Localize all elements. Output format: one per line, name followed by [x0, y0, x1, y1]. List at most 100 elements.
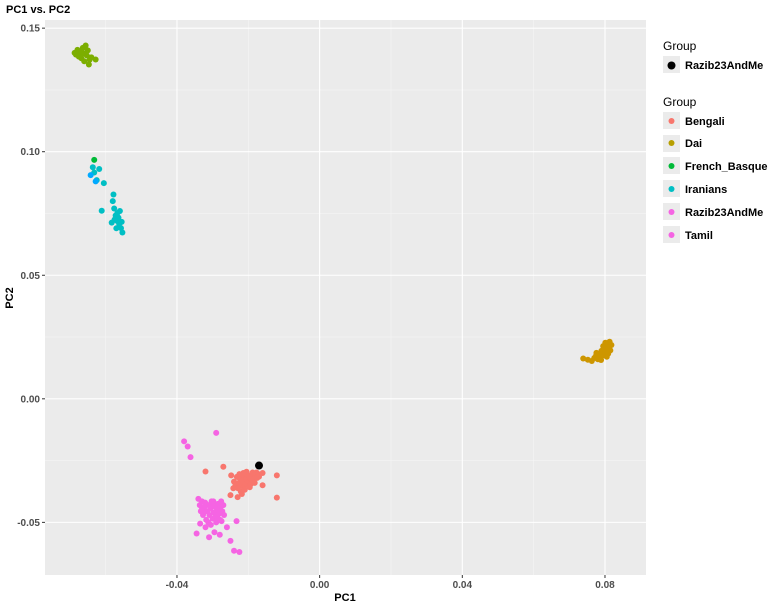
scatter-point-french-basque	[83, 52, 90, 59]
scatter-point-bengali	[220, 463, 227, 470]
scatter-point-tamil	[211, 529, 218, 536]
scatter-point-bengali	[241, 486, 248, 493]
major-gridlines	[45, 20, 646, 575]
legend-label-tamil: Tamil	[685, 230, 713, 242]
scatter-point-bengali	[230, 485, 237, 492]
y-tick-label: 0.00	[21, 394, 41, 405]
scatter-point-iranians	[110, 191, 117, 198]
scatter-point-bengali	[256, 473, 263, 480]
legend-key-razib-pink	[668, 209, 675, 215]
y-tick-label: -0.05	[17, 518, 40, 529]
scatter-point-dai	[598, 357, 605, 364]
scatter-point-tamil	[208, 502, 215, 509]
scatter-point-iranians	[114, 209, 121, 216]
scatter-point-iranians-blue	[92, 178, 99, 185]
scatter-point-bengali	[246, 484, 253, 491]
scatter-point-dai	[603, 353, 610, 360]
scatter-point-tamil	[223, 524, 230, 531]
x-axis-ticks: -0.04 0.00 0.04 0.08	[166, 575, 615, 591]
legend-key-iranians	[668, 186, 675, 192]
scatter-point-tamil	[217, 516, 224, 523]
scatter-point-iranians	[100, 180, 107, 187]
x-tick-label: 0.00	[310, 580, 330, 591]
chart-title: PC1 vs. PC2	[6, 4, 70, 16]
legend-label-razib-black: Razib23AndMe	[685, 60, 763, 72]
x-tick-label: 0.04	[453, 580, 473, 591]
legend-key-razib-black	[667, 61, 676, 70]
scatter-point-french-basque	[92, 56, 99, 63]
legend-key-french-basque	[668, 163, 675, 169]
scatter-point-french-basque	[85, 61, 92, 68]
y-axis-ticks: -0.05 0.00 0.05 0.10 0.15	[17, 24, 45, 529]
data-points	[71, 42, 615, 556]
scatter-point-tamil	[197, 520, 204, 527]
y-tick-label: 0.10	[21, 147, 41, 158]
plot-panel	[45, 20, 646, 575]
scatter-point-tamil	[205, 519, 212, 526]
scatter-point-tamil	[202, 524, 209, 531]
scatter-point-french-basque-green	[91, 156, 98, 163]
scatter-point-bengali	[240, 469, 247, 476]
scatter-point-bengali	[249, 469, 256, 476]
x-axis-title: PC1	[334, 592, 355, 604]
scatter-point-dai	[606, 338, 613, 345]
scatter-point-iranians	[111, 216, 118, 223]
legend-label-dai: Dai	[685, 138, 702, 150]
legend-key-tamil	[668, 232, 675, 238]
scatter-point-bengali	[228, 472, 235, 479]
scatter-point-iranians	[113, 225, 120, 232]
y-tick-label: 0.05	[21, 271, 41, 282]
scatter-point-iranians	[96, 166, 103, 173]
x-tick-label: 0.08	[595, 580, 615, 591]
legend-label-razib-pink: Razib23AndMe	[685, 207, 763, 219]
scatter-point-french-basque	[81, 58, 88, 65]
scatter-point-tamil	[187, 454, 194, 461]
scatter-point-tamil	[216, 531, 223, 538]
scatter-point-iranians	[111, 205, 118, 212]
y-axis-title: PC2	[4, 287, 16, 308]
scatter-point-iranians	[89, 164, 96, 171]
scatter-point-iranians	[119, 229, 126, 236]
scatter-point-bengali	[273, 494, 280, 501]
scatter-point-bengali	[227, 492, 234, 499]
scatter-point-tamil	[213, 429, 220, 436]
scatter-point-tamil	[198, 504, 205, 511]
scatter-point-bengali	[259, 482, 266, 489]
legend: Group Razib23AndMe Group Bengali Dai Fre…	[663, 39, 768, 243]
scatter-point-bengali	[234, 494, 241, 501]
scatter-point-iranians	[118, 218, 125, 225]
scatter-point-bengali	[259, 469, 266, 476]
scatter-point-tamil	[231, 547, 238, 554]
scatter-point-dai	[580, 355, 587, 362]
scatter-point-razib23andme	[255, 461, 264, 470]
scatter-point-tamil	[236, 549, 243, 556]
legend-key-bengali	[668, 118, 675, 124]
scatter-point-iranians-blue	[87, 172, 94, 179]
scatter-point-tamil	[221, 511, 228, 518]
legend-label-bengali: Bengali	[685, 116, 725, 128]
scatter-point-dai	[593, 349, 600, 356]
legend-label-french-basque: French_Basque	[685, 161, 768, 173]
scatter-point-bengali	[238, 490, 245, 497]
scatter-point-tamil	[233, 518, 240, 525]
legend-key-dai	[668, 140, 675, 146]
legend-label-iranians: Iranians	[685, 184, 727, 196]
scatter-point-tamil	[181, 438, 188, 445]
scatter-point-bengali	[251, 479, 258, 486]
y-tick-label: 0.15	[21, 24, 41, 35]
scatter-point-french-basque	[84, 47, 91, 54]
scatter-point-tamil	[206, 534, 213, 541]
scatter-point-tamil	[220, 502, 227, 509]
scatter-point-iranians	[109, 198, 116, 205]
scatter-point-tamil	[184, 443, 191, 450]
scatter-point-tamil	[193, 530, 200, 537]
scatter-point-french-basque	[82, 42, 89, 49]
x-tick-label: -0.04	[166, 580, 189, 591]
scatter-point-tamil	[200, 509, 207, 516]
scatter-point-iranians	[98, 207, 105, 214]
legend-title-2: Group	[663, 95, 697, 109]
minor-gridlines	[45, 20, 646, 575]
scatter-point-bengali	[202, 468, 209, 475]
legend-title-1: Group	[663, 39, 697, 53]
